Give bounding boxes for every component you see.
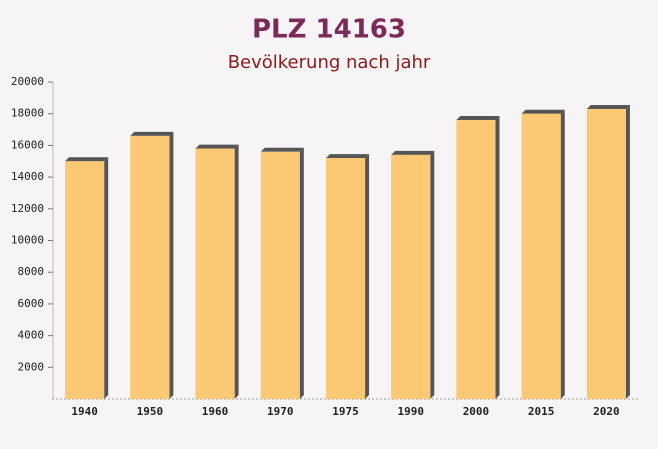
bar-side <box>560 109 565 399</box>
bar-top <box>325 154 370 159</box>
bar <box>195 148 235 399</box>
y-tick-label: 16000 <box>11 138 44 151</box>
bar <box>65 161 105 399</box>
bar <box>521 113 561 399</box>
bar-side <box>169 131 174 399</box>
bar-side <box>430 150 435 399</box>
y-tick-label: 10000 <box>11 234 44 247</box>
y-tick-label: 8000 <box>18 265 45 278</box>
bar-top <box>65 157 109 162</box>
y-tick-label: 12000 <box>11 202 44 215</box>
x-tick-label: 2000 <box>463 405 490 418</box>
bar-side <box>625 104 630 399</box>
bar-side <box>104 157 109 399</box>
bar <box>586 108 626 399</box>
y-tick-label: 2000 <box>18 360 45 373</box>
bar-side <box>495 116 500 399</box>
y-tick-label: 14000 <box>11 170 44 183</box>
bar <box>325 158 366 399</box>
bar-top <box>195 144 239 149</box>
bar-side <box>234 144 239 399</box>
chart-subtitle: Bevölkerung nach jahr <box>228 52 431 73</box>
y-tick-label: 20000 <box>11 75 44 88</box>
x-tick-label: 1950 <box>137 405 164 418</box>
bar-side <box>299 147 304 399</box>
x-tick-label: 2015 <box>528 405 555 418</box>
chart-title: PLZ 14163 <box>252 15 406 45</box>
bar-side <box>365 154 370 399</box>
bar-top <box>260 147 304 152</box>
y-tick-label: 4000 <box>18 329 45 342</box>
bar <box>130 135 170 399</box>
x-tick-label: 2020 <box>593 405 620 418</box>
bar-top <box>130 131 174 136</box>
x-tick-label: 1960 <box>202 405 229 418</box>
bar-top <box>391 150 435 155</box>
bar <box>391 154 431 399</box>
y-tick-label: 18000 <box>11 107 44 120</box>
y-tick-label: 6000 <box>18 297 45 310</box>
x-tick-label: 1990 <box>397 405 424 418</box>
x-tick-label: 1940 <box>71 405 98 418</box>
bar-top <box>521 109 565 114</box>
bar <box>456 120 496 399</box>
bar-top <box>456 116 500 121</box>
x-tick-label: 1970 <box>267 405 294 418</box>
x-tick-label: 1975 <box>332 405 359 418</box>
bar-top <box>586 104 630 109</box>
bar <box>260 151 300 399</box>
